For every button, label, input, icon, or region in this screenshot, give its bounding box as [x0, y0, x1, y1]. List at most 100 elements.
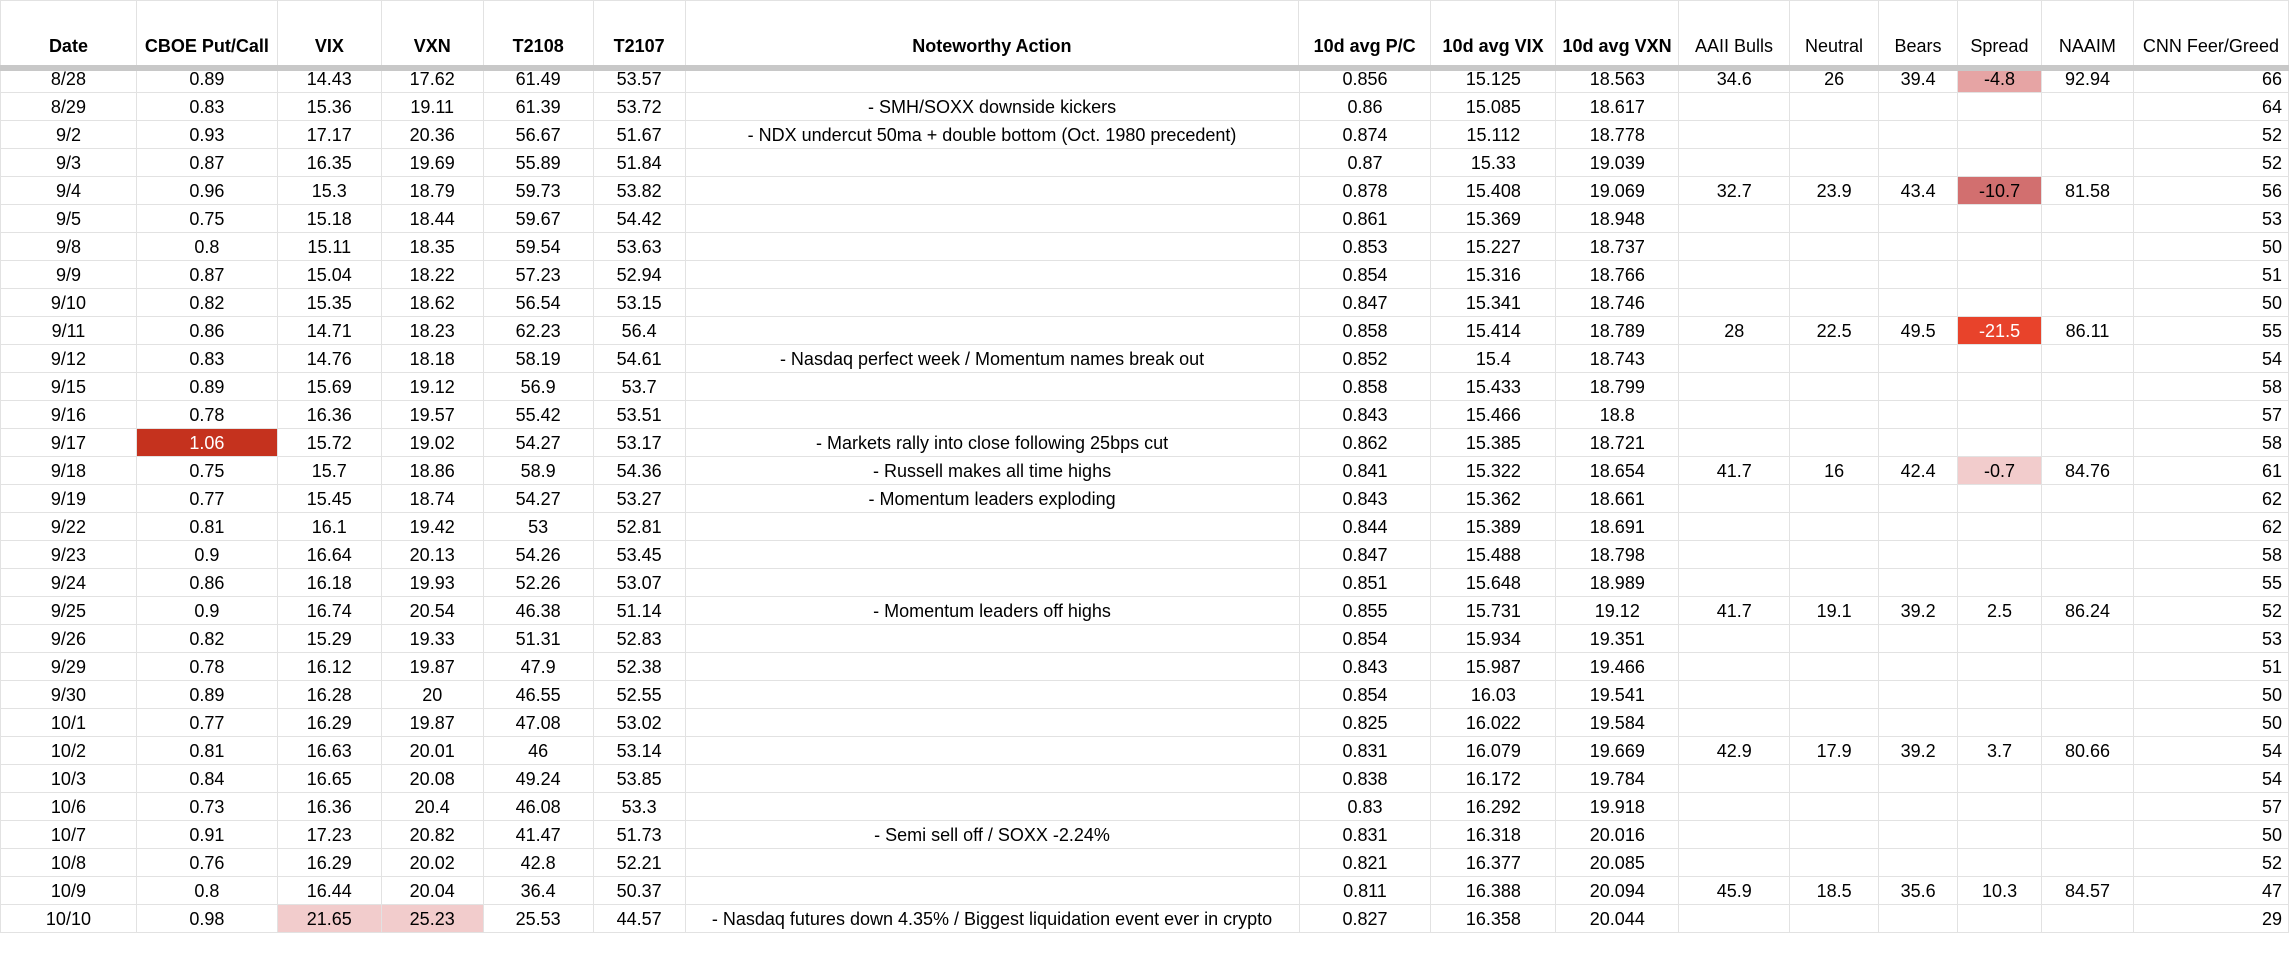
- cell: 41.7: [1678, 596, 1791, 625]
- cell: [1957, 568, 2043, 597]
- cell: [1678, 568, 1791, 597]
- data-row: 9/12 0.83 14.76 18.18 58.19 54.61- Nasdaq per…: [0, 344, 2289, 373]
- cell: 9/25: [0, 596, 137, 625]
- cell: 18.86: [380, 456, 484, 485]
- cell: [2041, 344, 2134, 373]
- cell: 54.27: [482, 484, 594, 513]
- cell: 47.9: [482, 652, 594, 681]
- cell: 17.23: [276, 820, 382, 849]
- cell: 9/11: [0, 316, 137, 345]
- cell: [1957, 652, 2043, 681]
- cell: 18.617: [1555, 92, 1680, 121]
- cell: [2041, 148, 2134, 177]
- note-cell: [684, 848, 1300, 877]
- cell: [2041, 764, 2134, 793]
- cell: 20.094: [1555, 876, 1680, 905]
- cell: [1878, 204, 1959, 233]
- cell: [1789, 400, 1880, 429]
- note-cell: - SMH/SOXX downside kickers: [684, 92, 1300, 121]
- data-row: 9/23 0.9 16.64 20.13 54.26 53.45 0.847 15.488 18…: [0, 540, 2289, 569]
- cell: 0.91: [135, 820, 278, 849]
- cell: 52: [2133, 848, 2289, 877]
- data-row: 9/9 0.87 15.04 18.22 57.23 52.94 0.854 15.316 18…: [0, 260, 2289, 289]
- cell: [1678, 372, 1791, 401]
- cell: 20.085: [1555, 848, 1680, 877]
- cell: 0.811: [1298, 876, 1432, 905]
- data-row: 10/8 0.76 16.29 20.02 42.8 52.21 0.821 16.377 20…: [0, 848, 2289, 877]
- cell: 18.766: [1555, 260, 1680, 289]
- cell: [2041, 428, 2134, 457]
- cell: 16.022: [1430, 708, 1557, 737]
- cell: 0.77: [135, 708, 278, 737]
- cell: 18.22: [380, 260, 484, 289]
- cell: 61.39: [482, 92, 594, 121]
- data-row: 9/25 0.9 16.74 20.54 46.38 51.14- Momentum le…: [0, 596, 2289, 625]
- cell: 0.858: [1298, 372, 1432, 401]
- cell: [1957, 288, 2043, 317]
- cell: [1678, 400, 1791, 429]
- cell: 42.8: [482, 848, 594, 877]
- cell: 51.84: [592, 148, 686, 177]
- cell: 15.29: [276, 624, 382, 653]
- cell: [1678, 92, 1791, 121]
- cell: 53.45: [592, 540, 686, 569]
- cell: 0.843: [1298, 484, 1432, 513]
- data-row: 9/19 0.77 15.45 18.74 54.27 53.27- Momentum l…: [0, 484, 2289, 513]
- note-cell: [684, 316, 1300, 345]
- cell: 53.63: [592, 232, 686, 261]
- cell: 18.737: [1555, 232, 1680, 261]
- cell: 15.316: [1430, 260, 1557, 289]
- cell: 25.53: [482, 904, 594, 933]
- cell: [1678, 708, 1791, 737]
- cell: 52.26: [482, 568, 594, 597]
- cell: 0.75: [135, 456, 278, 485]
- cell: 0.93: [135, 120, 278, 149]
- cell: 53.02: [592, 708, 686, 737]
- cell: 0.847: [1298, 288, 1432, 317]
- cell: 81.58: [2041, 176, 2134, 205]
- cell: [1957, 512, 2043, 541]
- cell: [1678, 288, 1791, 317]
- cell: 9/23: [0, 540, 137, 569]
- cell: 49.5: [1878, 316, 1959, 345]
- cell: [1878, 92, 1959, 121]
- cell: [1957, 540, 2043, 569]
- cell: [1678, 904, 1791, 933]
- cell: [1957, 232, 2043, 261]
- cell: 0.831: [1298, 736, 1432, 765]
- note-cell: - NDX undercut 50ma + double bottom (Oct…: [684, 120, 1300, 149]
- cell: 0.838: [1298, 764, 1432, 793]
- cell: 20.01: [380, 736, 484, 765]
- cell: 15.414: [1430, 316, 1557, 345]
- cell: [1957, 708, 2043, 737]
- cell: [1957, 344, 2043, 373]
- cell: 55: [2133, 568, 2289, 597]
- data-row: 10/3 0.84 16.65 20.08 49.24 53.85 0.838 16.172 1…: [0, 764, 2289, 793]
- note-cell: - Nasdaq perfect week / Momentum names b…: [684, 344, 1300, 373]
- cell: 15.362: [1430, 484, 1557, 513]
- cell: 18.661: [1555, 484, 1680, 513]
- cell: 15.085: [1430, 92, 1557, 121]
- cell: 18.789: [1555, 316, 1680, 345]
- cell: 18.18: [380, 344, 484, 373]
- cell: 58: [2133, 540, 2289, 569]
- cell: 9/5: [0, 204, 137, 233]
- cell: 53.7: [592, 372, 686, 401]
- cell: 10/7: [0, 820, 137, 849]
- cell: 45.9: [1678, 876, 1791, 905]
- cell: [1878, 372, 1959, 401]
- cell: [1678, 428, 1791, 457]
- cell: 16.65: [276, 764, 382, 793]
- cell: 18.654: [1555, 456, 1680, 485]
- cell: 0.862: [1298, 428, 1432, 457]
- cell: 50: [2133, 232, 2289, 261]
- cell: 42.4: [1878, 456, 1959, 485]
- note-cell: - Momentum leaders exploding: [684, 484, 1300, 513]
- cell: 57: [2133, 792, 2289, 821]
- cell: 20.02: [380, 848, 484, 877]
- note-cell: [684, 736, 1300, 765]
- cell: 53.3: [592, 792, 686, 821]
- cell: 20.08: [380, 764, 484, 793]
- cell: [1878, 792, 1959, 821]
- cell: [2041, 120, 2134, 149]
